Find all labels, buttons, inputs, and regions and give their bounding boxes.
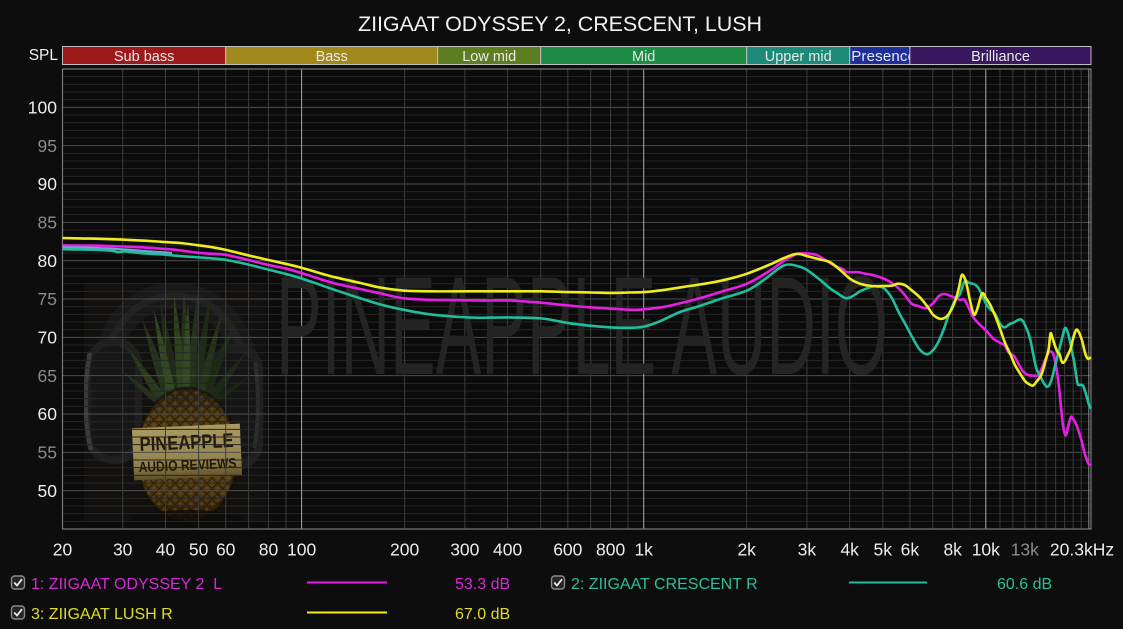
svg-text:100: 100 [28, 98, 57, 118]
svg-text:Mid: Mid [632, 49, 655, 65]
svg-text:95: 95 [38, 136, 57, 156]
svg-text:4k: 4k [840, 540, 859, 560]
svg-text:PINEAPPLE: PINEAPPLE [139, 430, 234, 456]
svg-text:2: ZIIGAAT CRESCENT R: 2: ZIIGAAT CRESCENT R [571, 576, 758, 593]
svg-text:60.6 dB: 60.6 dB [997, 576, 1052, 593]
svg-text:67.0 dB: 67.0 dB [455, 606, 510, 623]
svg-text:Brilliance: Brilliance [971, 49, 1030, 65]
svg-text:Presence: Presence [851, 48, 916, 65]
svg-text:40: 40 [156, 540, 176, 560]
svg-text:30: 30 [113, 540, 133, 560]
svg-text:400: 400 [493, 540, 522, 560]
svg-text:3k: 3k [798, 540, 817, 560]
svg-text:60: 60 [38, 404, 58, 424]
svg-text:1: ZIIGAAT ODYSSEY 2 L: 1: ZIIGAAT ODYSSEY 2 L [31, 576, 222, 593]
svg-text:200: 200 [390, 540, 419, 560]
svg-text:6k: 6k [901, 540, 920, 560]
svg-text:75: 75 [38, 289, 57, 309]
svg-text:50: 50 [189, 540, 209, 560]
svg-text:55: 55 [38, 443, 57, 463]
svg-text:90: 90 [38, 174, 58, 194]
svg-text:53.3 dB: 53.3 dB [455, 576, 510, 593]
svg-text:13k: 13k [1011, 540, 1039, 560]
svg-text:85: 85 [38, 213, 57, 233]
svg-text:Low mid: Low mid [462, 49, 516, 65]
svg-text:800: 800 [596, 540, 625, 560]
svg-text:60: 60 [216, 540, 236, 560]
svg-text:2k: 2k [737, 540, 756, 560]
svg-text:80: 80 [38, 251, 58, 271]
svg-text:10k: 10k [972, 540, 1000, 560]
svg-text:65: 65 [38, 366, 57, 386]
svg-text:100: 100 [287, 540, 316, 560]
svg-text:600: 600 [553, 540, 582, 560]
svg-text:20.3kHz: 20.3kHz [1050, 540, 1114, 560]
svg-text:1k: 1k [634, 540, 653, 560]
svg-text:300: 300 [450, 540, 479, 560]
svg-text:Upper mid: Upper mid [765, 49, 832, 65]
svg-text:SPL: SPL [29, 47, 59, 64]
svg-text:3: ZIIGAAT LUSH R: 3: ZIIGAAT LUSH R [31, 606, 173, 623]
svg-text:20: 20 [53, 540, 73, 560]
svg-text:50: 50 [38, 481, 58, 501]
svg-text:5k: 5k [874, 540, 893, 560]
svg-text:ZIIGAAT ODYSSEY 2, CRESCENT, L: ZIIGAAT ODYSSEY 2, CRESCENT, LUSH [358, 12, 762, 36]
svg-text:8k: 8k [943, 540, 962, 560]
svg-text:Sub bass: Sub bass [114, 49, 174, 65]
svg-text:70: 70 [38, 328, 58, 348]
svg-text:AUDIO REVIEWS: AUDIO REVIEWS [138, 456, 237, 476]
svg-text:Bass: Bass [316, 49, 348, 65]
svg-text:80: 80 [259, 540, 279, 560]
